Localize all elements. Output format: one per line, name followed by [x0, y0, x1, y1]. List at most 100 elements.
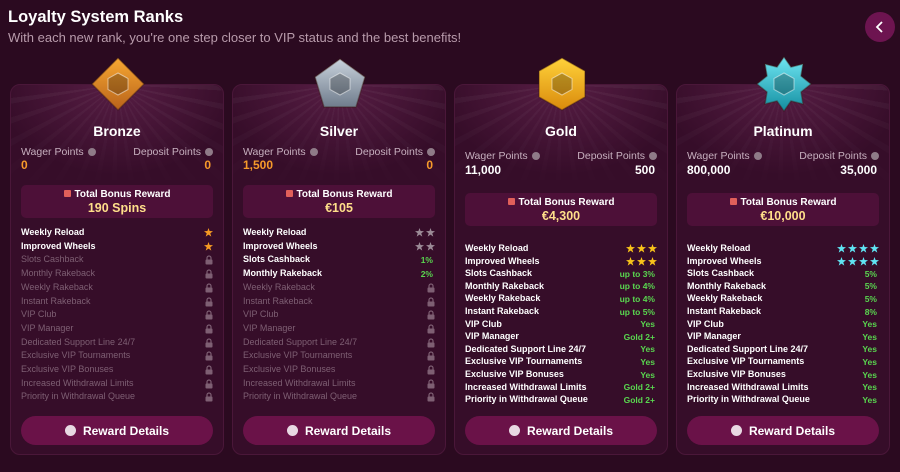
feature-name: VIP Club	[21, 309, 57, 320]
benefit-value: Yes	[640, 356, 655, 367]
feature-name: Improved Wheels	[687, 255, 762, 266]
wager-label: Wager Points	[465, 150, 540, 162]
feature-name: Increased Withdrawal Limits	[21, 377, 134, 388]
lock-shackle	[206, 392, 212, 397]
benefit-value: Yes	[862, 394, 877, 405]
stars	[415, 228, 435, 237]
lock-shackle	[206, 351, 212, 356]
lock-icon	[205, 310, 213, 320]
lock-shackle	[428, 296, 434, 301]
feature-name: Exclusive VIP Bonuses	[465, 369, 564, 379]
lock-body	[205, 328, 213, 334]
lock-body	[205, 396, 213, 402]
lock-shackle	[206, 365, 212, 370]
reward-details-button[interactable]: Reward Details	[465, 416, 657, 445]
lock-shackle	[428, 365, 434, 370]
star	[848, 244, 857, 253]
star	[626, 256, 635, 266]
star-shape	[859, 244, 868, 253]
star-shape	[648, 244, 657, 253]
stars	[626, 256, 657, 266]
wager-label-text: Wager Points	[243, 146, 306, 158]
back-button[interactable]	[865, 12, 895, 42]
star-shape	[415, 241, 424, 251]
info-icon	[531, 152, 540, 160]
lock-body	[427, 301, 435, 306]
rank-name: Platinum	[753, 123, 813, 139]
button-label: Reward Details	[304, 423, 392, 438]
lock-body	[205, 314, 213, 320]
deposit-label: Deposit Points	[799, 150, 879, 162]
benefit-value: Yes	[862, 382, 877, 393]
wager-value: 800,000	[687, 163, 731, 177]
wager-value: 1,500	[243, 158, 274, 172]
info-icon	[649, 152, 657, 160]
feature-name: Exclusive VIP Bonuses	[21, 364, 114, 374]
reward-box: Total Bonus Reward €10,000	[687, 193, 879, 226]
lock-body	[427, 287, 435, 293]
lock-body	[427, 355, 435, 361]
star	[837, 256, 846, 266]
star-shape	[426, 228, 435, 237]
benefit-value: Yes	[862, 356, 877, 367]
star	[204, 241, 213, 251]
lock-icon	[205, 392, 213, 402]
info-icon	[730, 425, 742, 436]
reward-details-button[interactable]: Reward Details	[687, 416, 879, 445]
feature-name: Weekly Rakeback	[243, 281, 315, 292]
star-shape	[848, 244, 857, 253]
wager-label-text: Wager Points	[21, 146, 84, 158]
wager-label-text: Wager Points	[687, 150, 750, 162]
stars	[837, 244, 879, 253]
deposit-label: Deposit Points	[355, 146, 435, 158]
reward-label-text: Total Bonus Reward	[74, 189, 171, 200]
reward-label: Total Bonus Reward	[243, 189, 435, 200]
lock-body	[427, 369, 435, 375]
reward-details-button[interactable]: Reward Details	[243, 416, 435, 445]
star-shape	[870, 256, 879, 266]
rank-name: Gold	[545, 123, 577, 139]
star-shape	[626, 256, 635, 266]
lock-body	[205, 369, 213, 375]
feature-name: Improved Wheels	[243, 240, 318, 251]
lock-icon	[427, 351, 435, 361]
feature-name: VIP Manager	[465, 331, 519, 342]
feature-name: Increased Withdrawal Limits	[465, 381, 587, 392]
feature-name: VIP Club	[687, 318, 724, 329]
wager-label: Wager Points	[687, 150, 762, 162]
feature-name: Weekly Rakeback	[687, 293, 763, 304]
reward-value: €105	[325, 201, 353, 215]
info-icon	[286, 425, 298, 436]
lock-icon	[205, 365, 213, 375]
lock-body	[205, 301, 213, 306]
reward-details-button[interactable]: Reward Details	[21, 416, 213, 445]
feature-name: Weekly Reload	[465, 243, 529, 253]
benefit-value: up to 4%	[619, 281, 655, 292]
lock-shackle	[428, 392, 434, 397]
badge-core	[107, 72, 129, 96]
button-label: Reward Details	[526, 423, 614, 438]
feature-name: Weekly Reload	[243, 227, 307, 237]
benefit-value: 8%	[864, 306, 877, 317]
lock-body	[427, 328, 435, 334]
lock-body	[205, 383, 213, 389]
lock-shackle	[206, 379, 212, 384]
star	[859, 244, 868, 253]
star	[415, 228, 424, 237]
benefit-value: Yes	[862, 369, 877, 380]
lock-shackle	[428, 379, 434, 384]
reward-label-text: Total Bonus Reward	[518, 197, 615, 208]
feature-name: VIP Club	[243, 309, 279, 320]
star	[637, 244, 646, 253]
feature-name: Dedicated Support Line 24/7	[687, 343, 809, 354]
lock-icon	[205, 269, 213, 279]
feature-name: Weekly Rakeback	[465, 293, 541, 304]
deposit-value: 0	[204, 158, 211, 172]
lock-icon	[205, 351, 213, 361]
stars	[415, 241, 435, 251]
deposit-label-text: Deposit Points	[133, 146, 201, 158]
reward-value: €4,300	[541, 209, 581, 223]
page-subtitle: With each new rank, you're one step clos…	[8, 30, 462, 45]
lock-body	[427, 314, 435, 320]
